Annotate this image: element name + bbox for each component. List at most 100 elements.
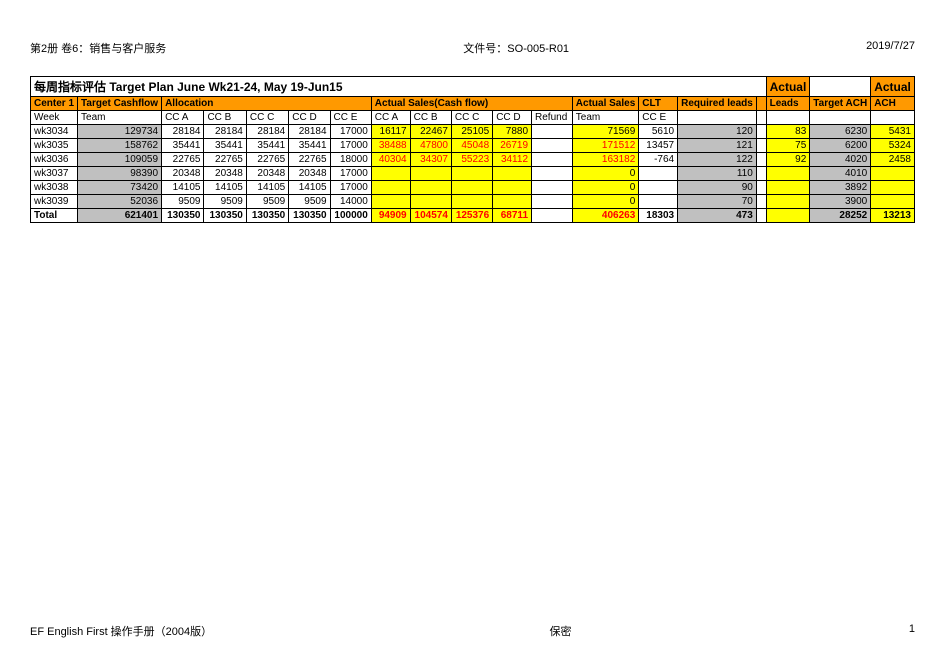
header-right: 2019/7/27: [866, 40, 915, 56]
cell: 2458: [871, 153, 915, 167]
cell: [639, 167, 678, 181]
cell: [493, 167, 532, 181]
cell: 90: [678, 181, 757, 195]
cell: wk3039: [31, 195, 78, 209]
cell: 35441: [162, 139, 204, 153]
cell: 5324: [871, 139, 915, 153]
cell: 28184: [246, 125, 288, 139]
col-actual-sales2: Actual Sales: [572, 97, 638, 111]
cell: 5431: [871, 125, 915, 139]
cell: [451, 195, 492, 209]
cell: 94909: [371, 209, 410, 223]
table-row: wk30361090592276522765227652276518000403…: [31, 153, 915, 167]
cell: [371, 167, 410, 181]
cell: 122: [678, 153, 757, 167]
col-refund: Refund: [532, 111, 573, 125]
table-row: wk30387342014105141051410514105170000903…: [31, 181, 915, 195]
cell: 104574: [410, 209, 451, 223]
table-row: wk30379839020348203482034820348170000110…: [31, 167, 915, 181]
cell: 70: [678, 195, 757, 209]
cell: [451, 181, 492, 195]
footer-left: EF English First 操作手册（2004版）: [30, 623, 212, 639]
cell: 5610: [639, 125, 678, 139]
cell: 9509: [289, 195, 330, 209]
cell: 28252: [810, 209, 871, 223]
cell: [756, 209, 766, 223]
cell: [756, 153, 766, 167]
cell: 45048: [451, 139, 492, 153]
cell: 47800: [410, 139, 451, 153]
cell: 25105: [451, 125, 492, 139]
header-center: 文件号：SO-005-R01: [463, 40, 569, 56]
cell: [756, 139, 766, 153]
cell: 14000: [330, 195, 371, 209]
cell: wk3034: [31, 125, 78, 139]
cell: [410, 195, 451, 209]
cell: 40304: [371, 153, 410, 167]
col-leads: Leads: [766, 97, 810, 111]
cell: 4020: [810, 153, 871, 167]
cell: wk3035: [31, 139, 78, 153]
cell: 35441: [246, 139, 288, 153]
cell: [532, 209, 573, 223]
col-ccb2: CC B: [410, 111, 451, 125]
cell: [493, 181, 532, 195]
cell: 34112: [493, 153, 532, 167]
col-week: Week: [31, 111, 78, 125]
cell: 17000: [330, 125, 371, 139]
cell: 75: [766, 139, 810, 153]
cell: 14105: [204, 181, 246, 195]
cell: [756, 167, 766, 181]
cell: 0: [572, 181, 638, 195]
cell: -764: [639, 153, 678, 167]
cell: wk3038: [31, 181, 78, 195]
cell: 92: [766, 153, 810, 167]
cell: [532, 139, 573, 153]
cell: 406263: [572, 209, 638, 223]
cell: [493, 195, 532, 209]
cell: 38488: [371, 139, 410, 153]
cell: 13457: [639, 139, 678, 153]
cell: wk3036: [31, 153, 78, 167]
col-cca: CC A: [162, 111, 204, 125]
header-left: 第2册 卷6：销售与客户服务: [30, 40, 166, 56]
cell: [532, 195, 573, 209]
table-title: 每周指标评估 Target Plan June Wk21-24, May 19-…: [31, 77, 767, 97]
cell: 120: [678, 125, 757, 139]
cell: 18000: [330, 153, 371, 167]
cell: 16117: [371, 125, 410, 139]
cell: 83: [766, 125, 810, 139]
cell: [451, 167, 492, 181]
cell: [532, 167, 573, 181]
cell: 158762: [78, 139, 162, 153]
cell: 7880: [493, 125, 532, 139]
cell: 26719: [493, 139, 532, 153]
cell: 4010: [810, 167, 871, 181]
cell: 9509: [162, 195, 204, 209]
cell: 35441: [289, 139, 330, 153]
cell: 13213: [871, 209, 915, 223]
cell: [371, 195, 410, 209]
cell: 20348: [289, 167, 330, 181]
cell: 130350: [289, 209, 330, 223]
cell: wk3037: [31, 167, 78, 181]
cell: 171512: [572, 139, 638, 153]
col-cce2: CC E: [639, 111, 678, 125]
cell: Total: [31, 209, 78, 223]
cell: 9509: [246, 195, 288, 209]
cell: 130350: [162, 209, 204, 223]
target-plan-table: 每周指标评估 Target Plan June Wk21-24, May 19-…: [30, 76, 915, 223]
cell: 68711: [493, 209, 532, 223]
cell: 18303: [639, 209, 678, 223]
table-row: wk30351587623544135441354413544117000384…: [31, 139, 915, 153]
cell: 55223: [451, 153, 492, 167]
footer-right: 1: [909, 623, 915, 639]
cell: [871, 167, 915, 181]
col-center: Center 1: [31, 97, 78, 111]
col-ccd2: CC D: [493, 111, 532, 125]
table-row: Total62140113035013035013035013035010000…: [31, 209, 915, 223]
cell: 130350: [204, 209, 246, 223]
col-team: Team: [78, 111, 162, 125]
col-actual1: Actual: [766, 77, 810, 97]
cell: [532, 125, 573, 139]
